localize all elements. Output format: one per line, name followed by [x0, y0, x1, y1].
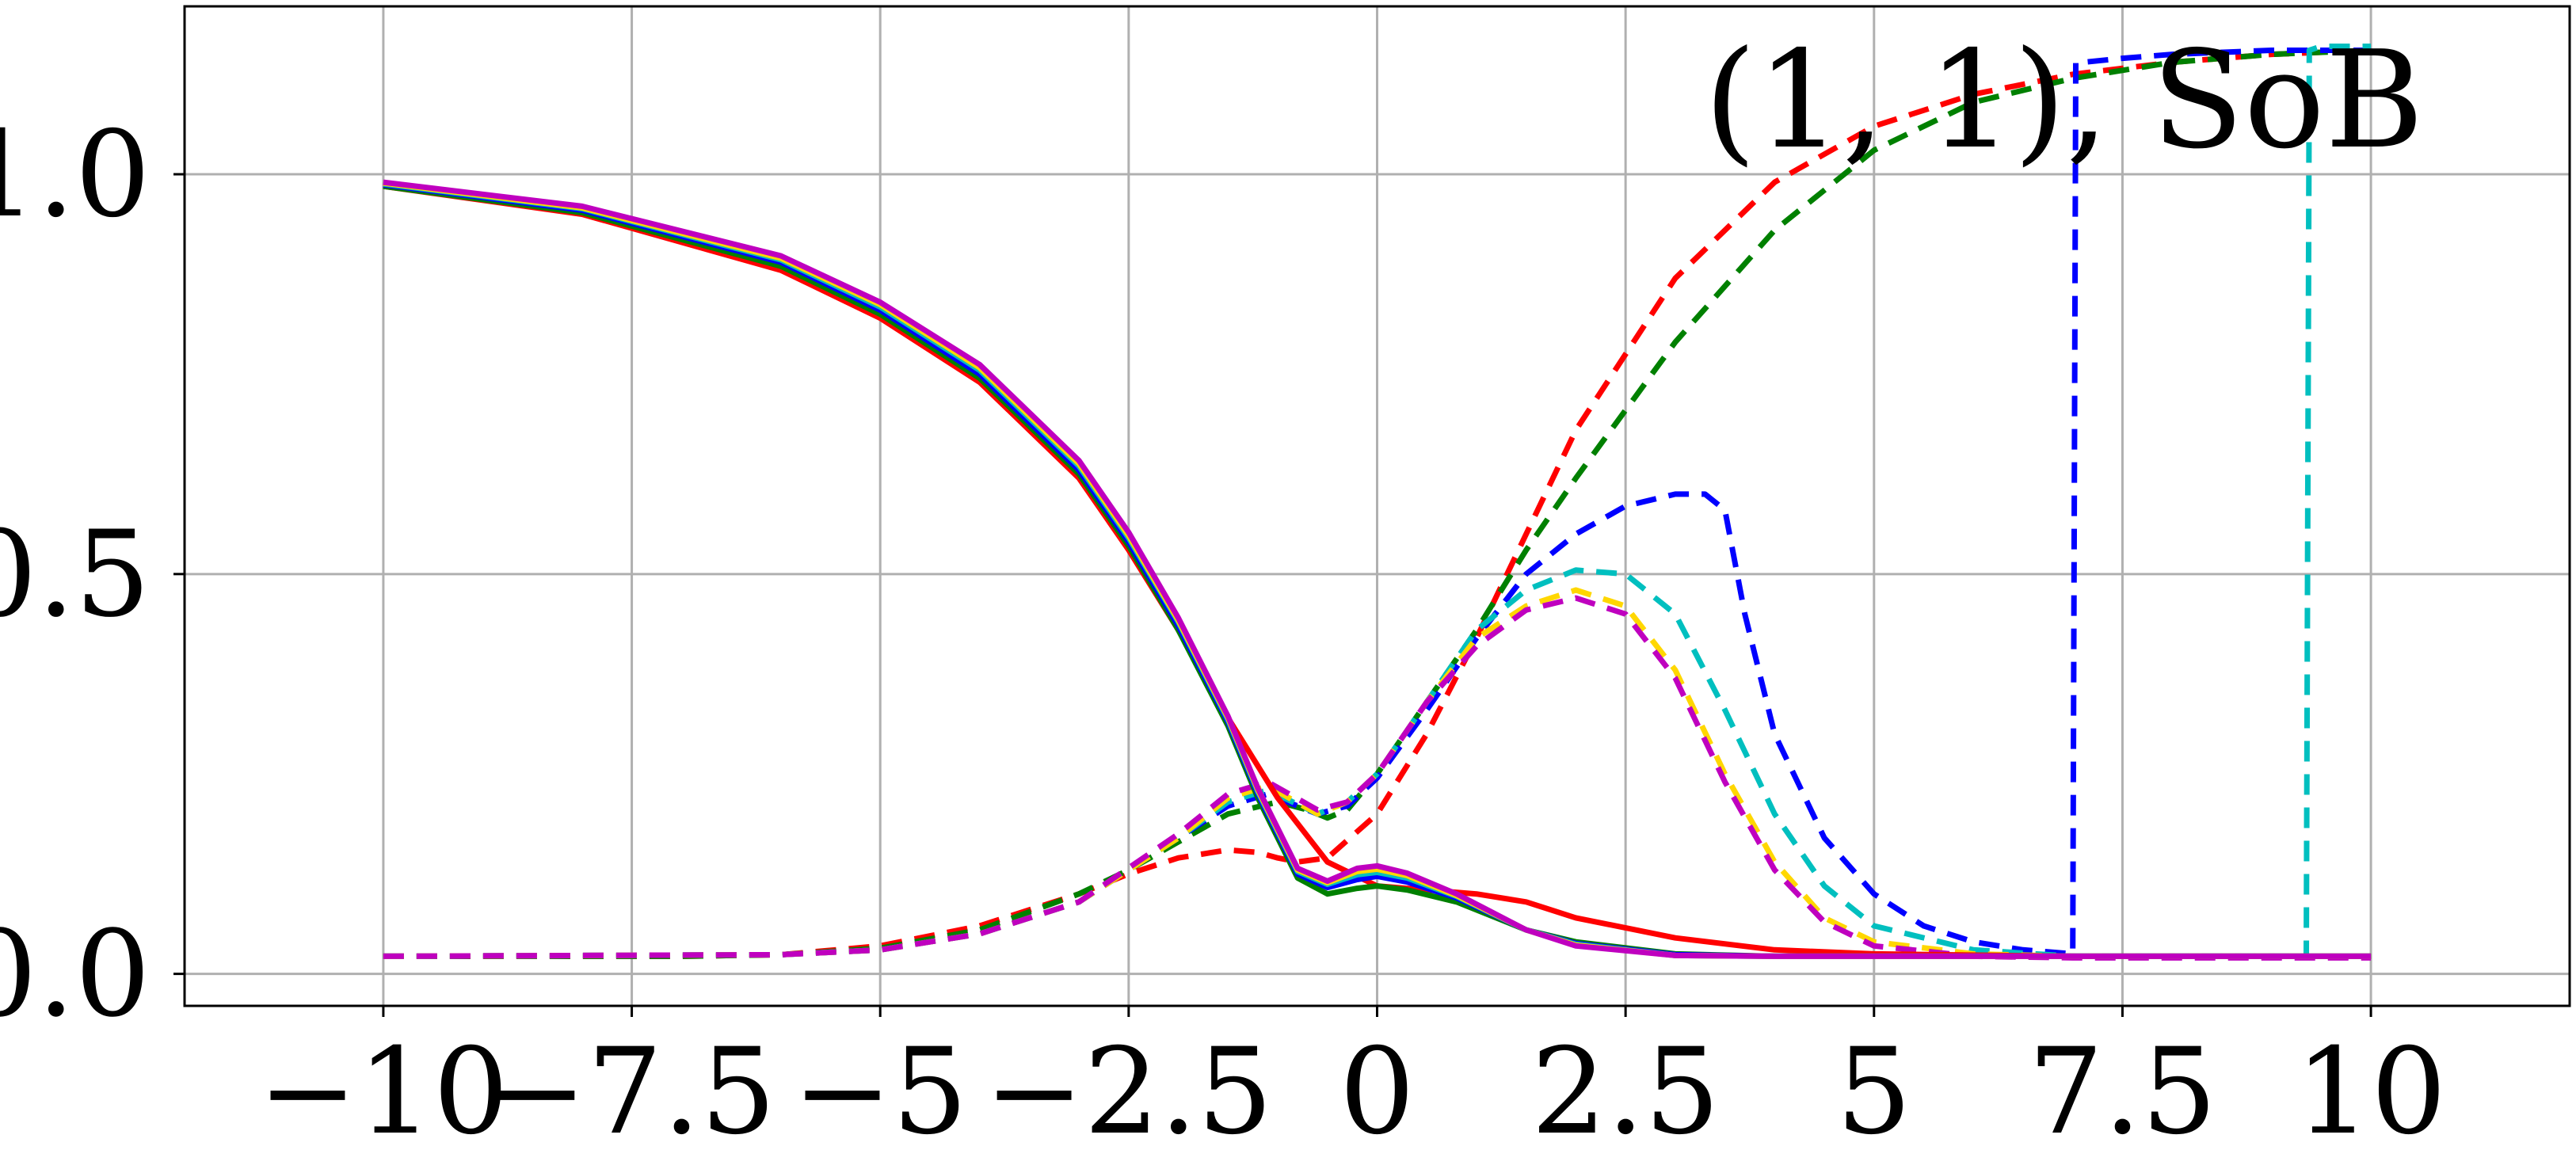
panel-annotation: (1, 1), SoB: [1704, 22, 2424, 179]
x-tick-label: −5: [793, 1023, 968, 1150]
solid-series-line: [383, 183, 2372, 959]
grid-lines: [185, 6, 2570, 1006]
y-tick-label: 0.5: [0, 506, 151, 644]
x-tick-label: 10: [2296, 1023, 2447, 1150]
x-tick-label: −2.5: [985, 1023, 1273, 1150]
y-tick-label: 0.0: [0, 906, 151, 1044]
x-tick-label: 7.5: [2028, 1023, 2217, 1150]
axis-ticks: [173, 173, 2372, 1017]
series-lines: [383, 44, 2372, 961]
solid-series-line: [383, 179, 2372, 959]
dashed-series-line: [383, 48, 2372, 959]
x-tick-labels: −10−7.5 −5 −2.5 0 2.5 5 7.5 10: [258, 1023, 2447, 1150]
x-tick-label: −10: [258, 1023, 509, 1150]
x-tick-label: 0: [1339, 1023, 1415, 1150]
y-tick-labels: 0.0 0.5 1.0: [0, 106, 151, 1044]
x-tick-label: 5: [1836, 1023, 1911, 1150]
x-tick-label: −7.5: [487, 1023, 775, 1150]
dashed-series-line: [383, 48, 2372, 959]
x-tick-label: 2.5: [1531, 1023, 1721, 1150]
dashed-series-line: [383, 595, 2372, 961]
y-tick-label: 1.0: [0, 106, 151, 244]
